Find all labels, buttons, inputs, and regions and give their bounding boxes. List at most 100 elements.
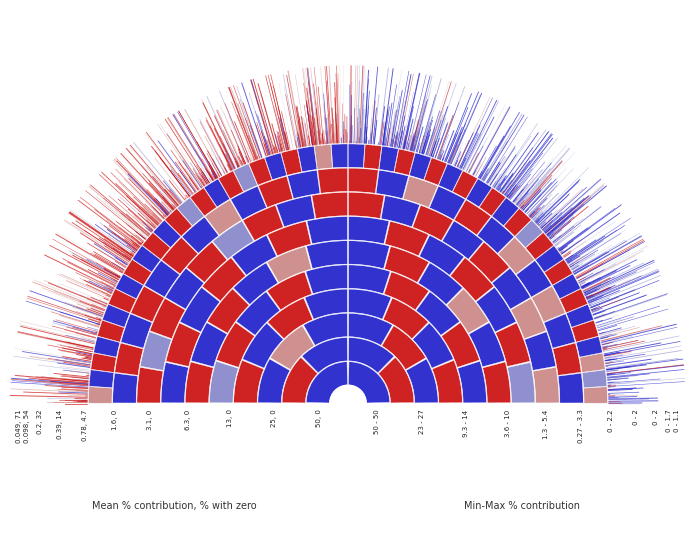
Wedge shape (97, 320, 125, 342)
Wedge shape (249, 158, 272, 186)
Wedge shape (281, 149, 302, 175)
Wedge shape (376, 170, 409, 199)
Text: 13, 0: 13, 0 (227, 410, 233, 428)
Wedge shape (476, 287, 516, 332)
Wedge shape (454, 200, 491, 235)
Wedge shape (132, 246, 161, 272)
Wedge shape (533, 367, 559, 403)
Wedge shape (116, 274, 143, 299)
Wedge shape (93, 337, 120, 357)
Wedge shape (525, 232, 554, 259)
Text: 0.098, 54: 0.098, 54 (24, 410, 30, 443)
Wedge shape (582, 370, 607, 388)
Wedge shape (515, 220, 543, 248)
Wedge shape (447, 289, 489, 333)
Text: 0 - 1.1: 0 - 1.1 (674, 410, 679, 432)
Text: 0 - 2: 0 - 2 (653, 410, 659, 425)
Wedge shape (182, 217, 219, 254)
Wedge shape (429, 186, 465, 220)
Text: 25, 0: 25, 0 (271, 410, 277, 427)
Text: 50 - 50: 50 - 50 (374, 410, 380, 434)
Wedge shape (381, 196, 420, 227)
Wedge shape (349, 193, 384, 219)
Wedge shape (121, 314, 152, 348)
Wedge shape (580, 353, 606, 373)
Wedge shape (306, 265, 347, 294)
Text: 0 - 1.7: 0 - 1.7 (666, 410, 672, 432)
Wedge shape (477, 217, 514, 254)
Wedge shape (204, 179, 230, 207)
Wedge shape (177, 197, 204, 226)
Wedge shape (349, 265, 390, 294)
Wedge shape (109, 289, 136, 313)
Wedge shape (452, 171, 477, 199)
Wedge shape (306, 362, 347, 403)
Wedge shape (553, 343, 581, 375)
Wedge shape (566, 304, 594, 327)
Wedge shape (113, 373, 138, 403)
Wedge shape (516, 261, 551, 297)
Wedge shape (191, 323, 227, 367)
Wedge shape (413, 323, 453, 368)
Wedge shape (306, 241, 347, 269)
Wedge shape (413, 205, 453, 240)
Wedge shape (498, 237, 535, 274)
Wedge shape (364, 145, 381, 169)
Wedge shape (544, 259, 573, 285)
Wedge shape (115, 343, 143, 375)
Wedge shape (123, 259, 152, 285)
Wedge shape (349, 168, 378, 194)
Wedge shape (90, 353, 116, 373)
Wedge shape (466, 179, 492, 207)
Text: 1.3 - 5.4: 1.3 - 5.4 (544, 410, 549, 438)
Wedge shape (88, 387, 113, 403)
Wedge shape (420, 236, 464, 275)
Wedge shape (394, 149, 415, 175)
Wedge shape (166, 268, 204, 309)
Wedge shape (205, 200, 242, 235)
Wedge shape (287, 170, 320, 199)
Text: 9.3 - 14: 9.3 - 14 (463, 410, 469, 436)
Wedge shape (303, 313, 347, 345)
Wedge shape (469, 242, 509, 282)
Text: 0.78, 4.7: 0.78, 4.7 (81, 410, 88, 441)
Wedge shape (265, 153, 287, 180)
Wedge shape (302, 337, 347, 373)
Wedge shape (532, 286, 565, 322)
Text: 0 - 2.2: 0 - 2.2 (608, 410, 615, 432)
Wedge shape (233, 164, 258, 191)
Wedge shape (558, 373, 583, 403)
Wedge shape (165, 208, 192, 237)
Wedge shape (233, 263, 278, 305)
Wedge shape (576, 337, 603, 357)
Wedge shape (409, 153, 431, 180)
Wedge shape (161, 362, 189, 403)
Wedge shape (480, 188, 506, 216)
Wedge shape (267, 272, 312, 310)
Wedge shape (153, 220, 181, 248)
Text: 23 - 27: 23 - 27 (419, 410, 425, 434)
Wedge shape (349, 217, 389, 244)
Text: 0.049, 71: 0.049, 71 (17, 410, 22, 443)
Wedge shape (150, 298, 185, 339)
Text: 0 - 2: 0 - 2 (633, 410, 640, 425)
Wedge shape (535, 246, 564, 272)
Wedge shape (349, 313, 393, 345)
Wedge shape (403, 176, 438, 208)
Wedge shape (442, 221, 483, 259)
Wedge shape (142, 232, 171, 259)
Wedge shape (185, 362, 214, 403)
Wedge shape (161, 237, 198, 274)
Wedge shape (315, 145, 332, 169)
Wedge shape (258, 176, 293, 208)
Wedge shape (243, 323, 283, 368)
Wedge shape (166, 323, 200, 367)
Wedge shape (141, 332, 171, 370)
Wedge shape (349, 362, 390, 403)
Text: 0.39, 14: 0.39, 14 (56, 410, 63, 438)
Text: 6.3, 0: 6.3, 0 (185, 410, 191, 430)
Text: 0.27 - 3.3: 0.27 - 3.3 (578, 410, 584, 443)
Wedge shape (267, 221, 311, 256)
Wedge shape (492, 197, 519, 226)
Wedge shape (441, 323, 480, 367)
